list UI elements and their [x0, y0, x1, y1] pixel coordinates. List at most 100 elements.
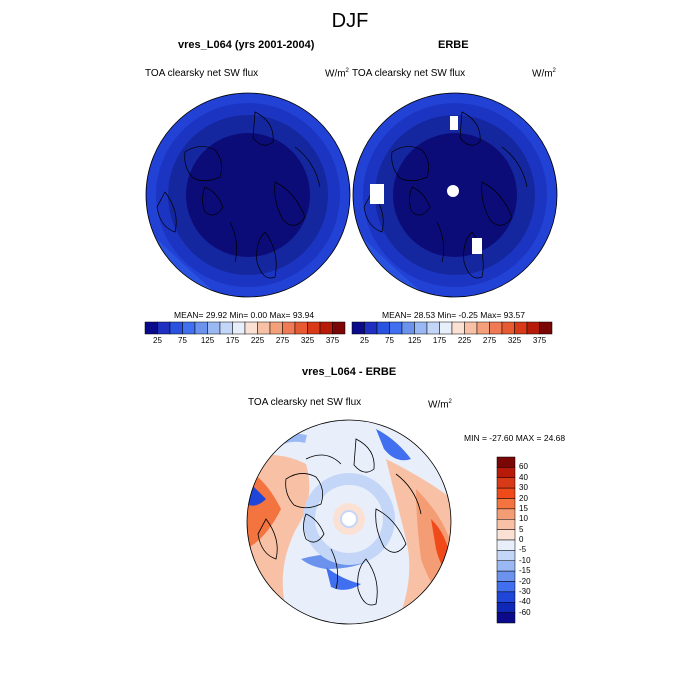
- colorbar-box: [319, 321, 333, 335]
- colorbar-tick-label: 225: [457, 336, 472, 345]
- colorbar-tick-label: 325: [507, 336, 522, 345]
- colorbar-tick-label: 375: [325, 336, 340, 345]
- panel2-polar-map: [352, 92, 558, 298]
- panel1-colorbar-ticks: 25 75 125 175 225 275 325 375: [145, 336, 345, 348]
- panel3-polar-map: [246, 419, 452, 625]
- colorbar-tick-label: 375: [532, 336, 547, 345]
- colorbar-box: [351, 321, 365, 335]
- colorbar-tick-label: -20: [519, 576, 531, 586]
- colorbar-box: [169, 321, 183, 335]
- colorbar-tick-label: -30: [519, 586, 531, 596]
- colorbar-box: [376, 321, 390, 335]
- colorbar-box: [294, 321, 308, 335]
- panel3-colorbar-ticks: 60 40 30 20 15 10 5 0 -5 -10 -15 -20 -30 -40 -60: [519, 457, 549, 623]
- colorbar-tick-label: 75: [385, 336, 394, 345]
- panel1-colorbar: [144, 321, 346, 335]
- colorbar-box: [496, 550, 516, 561]
- panel3-colorbar: [496, 456, 516, 624]
- colorbar-box: [496, 508, 516, 520]
- panel3-title: vres_L064 - ERBE: [302, 366, 397, 378]
- colorbar-tick-label: 175: [432, 336, 447, 345]
- colorbar-tick-label: 10: [519, 514, 528, 524]
- colorbar-box: [496, 581, 516, 593]
- colorbar-box: [476, 321, 490, 335]
- panel3-unit-label: W/m2: [428, 399, 452, 411]
- colorbar-box: [496, 539, 516, 551]
- colorbar-box: [451, 321, 465, 335]
- colorbar-box: [257, 321, 271, 335]
- panel2-colorbar-ticks: 25 75 125 175 225 275 325 375: [352, 336, 552, 348]
- colorbar-box: [496, 529, 516, 541]
- colorbar-box: [501, 321, 515, 335]
- colorbar-tick-label: 15: [519, 503, 528, 513]
- colorbar-box: [439, 321, 453, 335]
- colorbar-box: [414, 321, 428, 335]
- colorbar-box: [182, 321, 196, 335]
- panel2-colorbar: [351, 321, 553, 335]
- colorbar-tick-label: -15: [519, 566, 531, 576]
- colorbar-box: [539, 321, 553, 335]
- panel1-polar-map: [145, 92, 351, 298]
- colorbar-box: [269, 321, 283, 335]
- colorbar-box: [496, 560, 516, 572]
- colorbar-box: [526, 321, 540, 335]
- panel1-title: vres_L064 (yrs 2001-2004): [178, 39, 315, 51]
- colorbar-tick-label: 225: [250, 336, 265, 345]
- colorbar-box: [496, 570, 516, 582]
- colorbar-box: [244, 321, 258, 335]
- colorbar-box: [364, 321, 378, 335]
- colorbar-box: [426, 321, 440, 335]
- colorbar-box: [282, 321, 296, 335]
- colorbar-box: [194, 321, 208, 335]
- colorbar-tick-label: 125: [407, 336, 422, 345]
- panel2-field-label: TOA clearsky net SW flux: [352, 68, 466, 79]
- colorbar-tick-label: 0: [519, 535, 524, 544]
- colorbar-tick-label: 60: [519, 462, 528, 472]
- colorbar-box: [496, 487, 516, 499]
- colorbar-box: [144, 321, 158, 335]
- colorbar-tick-label: 5: [519, 524, 524, 534]
- panel1-stats: MEAN= 29.92 Min= 0.00 Max= 93.94: [174, 310, 315, 320]
- colorbar-box: [489, 321, 503, 335]
- colorbar-box: [496, 602, 516, 613]
- colorbar-box: [496, 498, 516, 510]
- colorbar-box: [464, 321, 478, 335]
- colorbar-box: [496, 612, 516, 624]
- colorbar-tick-label: 20: [519, 493, 528, 503]
- colorbar-tick-label: 275: [482, 336, 497, 345]
- colorbar-box: [496, 456, 516, 468]
- colorbar-box: [232, 321, 246, 335]
- colorbar-tick-label: 125: [200, 336, 215, 345]
- colorbar-tick-label: -60: [519, 607, 531, 617]
- colorbar-tick-label: 25: [153, 336, 162, 345]
- panel1-field-label: TOA clearsky net SW flux: [145, 68, 259, 79]
- colorbar-tick-label: -40: [519, 597, 531, 607]
- panel2-unit-label: W/m2: [532, 68, 556, 80]
- figure-title: DJF: [331, 10, 369, 32]
- colorbar-box: [496, 591, 516, 603]
- colorbar-box: [401, 321, 415, 335]
- panel3-min-max: MIN = -27.60 MAX = 24.68: [464, 433, 566, 443]
- panel2-stats: MEAN= 28.53 Min= -0.25 Max= 93.57: [382, 310, 525, 320]
- colorbar-box: [157, 321, 171, 335]
- colorbar-tick-label: 275: [275, 336, 290, 345]
- panel3-field-label: TOA clearsky net SW flux: [248, 397, 362, 408]
- colorbar-box: [307, 321, 321, 335]
- colorbar-box: [496, 519, 516, 530]
- colorbar-tick-label: 25: [360, 336, 369, 345]
- colorbar-box: [389, 321, 403, 335]
- colorbar-box: [219, 321, 233, 335]
- colorbar-tick-label: 175: [225, 336, 240, 345]
- panel2-title: ERBE: [438, 39, 469, 51]
- colorbar-box: [332, 321, 346, 335]
- colorbar-box: [514, 321, 528, 335]
- colorbar-box: [496, 467, 516, 478]
- colorbar-box: [496, 477, 516, 489]
- colorbar-tick-label: -10: [519, 555, 531, 565]
- colorbar-tick-label: 40: [519, 472, 528, 482]
- colorbar-box: [207, 321, 221, 335]
- colorbar-tick-label: -5: [519, 545, 527, 555]
- panel1-unit-label: W/m2: [325, 68, 349, 80]
- colorbar-tick-label: 325: [300, 336, 315, 345]
- colorbar-tick-label: 30: [519, 483, 528, 493]
